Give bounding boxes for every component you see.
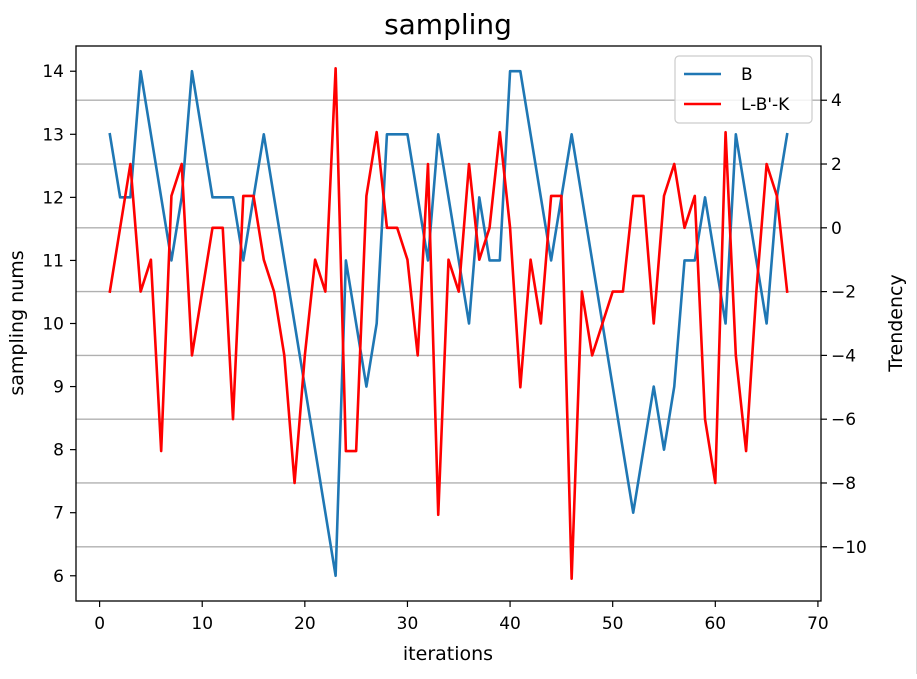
y-tick-label: 10 [42,315,64,335]
x-tick-label: 60 [704,614,726,634]
y2-tick-label: −8 [831,474,856,494]
y2-tick-label: −10 [831,538,867,558]
y-tick-label: 9 [53,378,64,398]
y-tick-label: 11 [42,251,64,271]
y2-tick-label: 2 [831,155,842,175]
y2-axis-label: Trendency [885,274,907,372]
axes: 0 10 20 30 40 50 60 7067891011121314−10−8−6−4−2… [42,62,867,634]
series-line-b [108,69,789,578]
legend: B L-B'-K [674,55,813,124]
y-tick-label: 8 [53,441,64,461]
x-tick-label: 40 [499,614,521,634]
y-tick-label: 13 [42,125,64,145]
grid-lines [76,99,821,548]
x-tick-label: 0 [94,614,105,634]
x-axis-label: iterations [403,643,493,665]
y2-tick-label: −2 [831,283,856,303]
y-tick-label: 7 [53,504,64,524]
y2-tick-label: −6 [831,410,856,430]
x-tick-label: 30 [397,614,419,634]
x-tick-label: 10 [191,614,213,634]
series-line-l-b-k [108,67,789,580]
y-tick-label: 6 [53,567,64,587]
y2-tick-label: 0 [831,219,842,239]
y-tick-label: 14 [42,62,64,82]
y-axis-label: sampling nums [6,250,28,395]
y-tick-label: 12 [42,188,64,208]
chart-title: sampling [384,8,512,41]
x-tick-label: 20 [294,614,316,634]
series-layer [108,67,789,580]
y2-tick-label: 4 [831,91,842,111]
legend-label: B [741,65,753,85]
x-tick-label: 70 [807,614,829,634]
legend-label: L-B'-K [741,95,790,115]
x-tick-label: 50 [602,614,624,634]
y2-tick-label: −4 [831,346,856,366]
